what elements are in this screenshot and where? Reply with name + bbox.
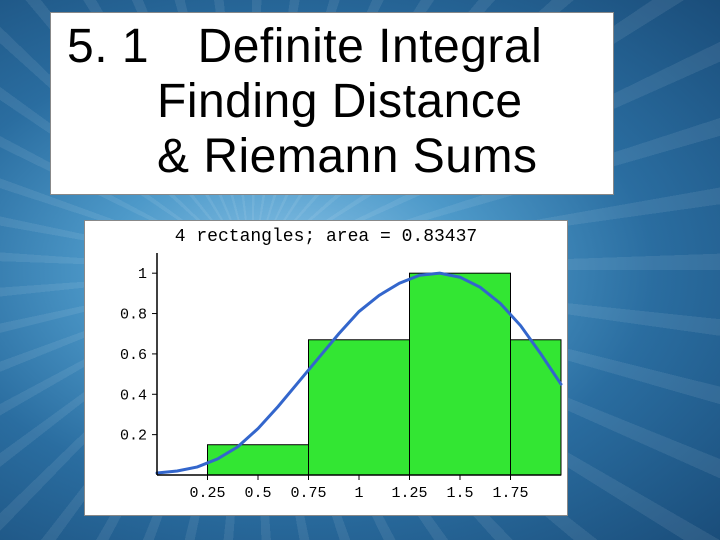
x-tick-label: 1.5 — [446, 485, 473, 502]
chart-plot-area: 0.2 0.4 0.6 0.8 1 0.25 0.5 0.75 1 1.25 1.5 1.75 — [85, 247, 567, 507]
x-tick-label: 0.75 — [290, 485, 326, 502]
title-line-3: & Riemann Sums — [67, 129, 597, 184]
x-tick-label: 1 — [354, 485, 363, 502]
x-tick-label: 0.5 — [244, 485, 271, 502]
y-tick-label: 1 — [138, 266, 147, 283]
riemann-bar — [410, 273, 511, 475]
x-tick-label: 1.75 — [492, 485, 528, 502]
x-tick-label: 0.25 — [189, 485, 225, 502]
riemann-chart: 4 rectangles; area = 0.83437 0.20.40.60.… — [84, 220, 568, 516]
chart-title: 4 rectangles; area = 0.83437 — [85, 221, 567, 247]
y-tick-label: 0.2 — [120, 428, 147, 445]
riemann-bar — [309, 340, 410, 475]
y-tick-label: 0.8 — [120, 307, 147, 324]
y-tick-label: 0.6 — [120, 347, 147, 364]
riemann-bar — [511, 340, 562, 475]
title-line-2: Finding Distance — [67, 74, 597, 129]
chart-svg: 0.2 0.4 0.6 0.8 1 0.25 0.5 0.75 1 1.25 1.5 1.75 — [85, 247, 569, 507]
riemann-bar — [208, 445, 309, 475]
x-tick-label: 1.25 — [391, 485, 427, 502]
title-box: 5. 1 Definite Integral Finding Distance … — [50, 12, 614, 195]
title-line-1: 5. 1 Definite Integral — [67, 19, 597, 74]
y-tick-label: 0.4 — [120, 387, 147, 404]
